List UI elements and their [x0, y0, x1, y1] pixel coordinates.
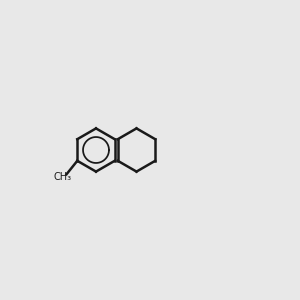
Text: CH₃: CH₃ [53, 172, 71, 182]
